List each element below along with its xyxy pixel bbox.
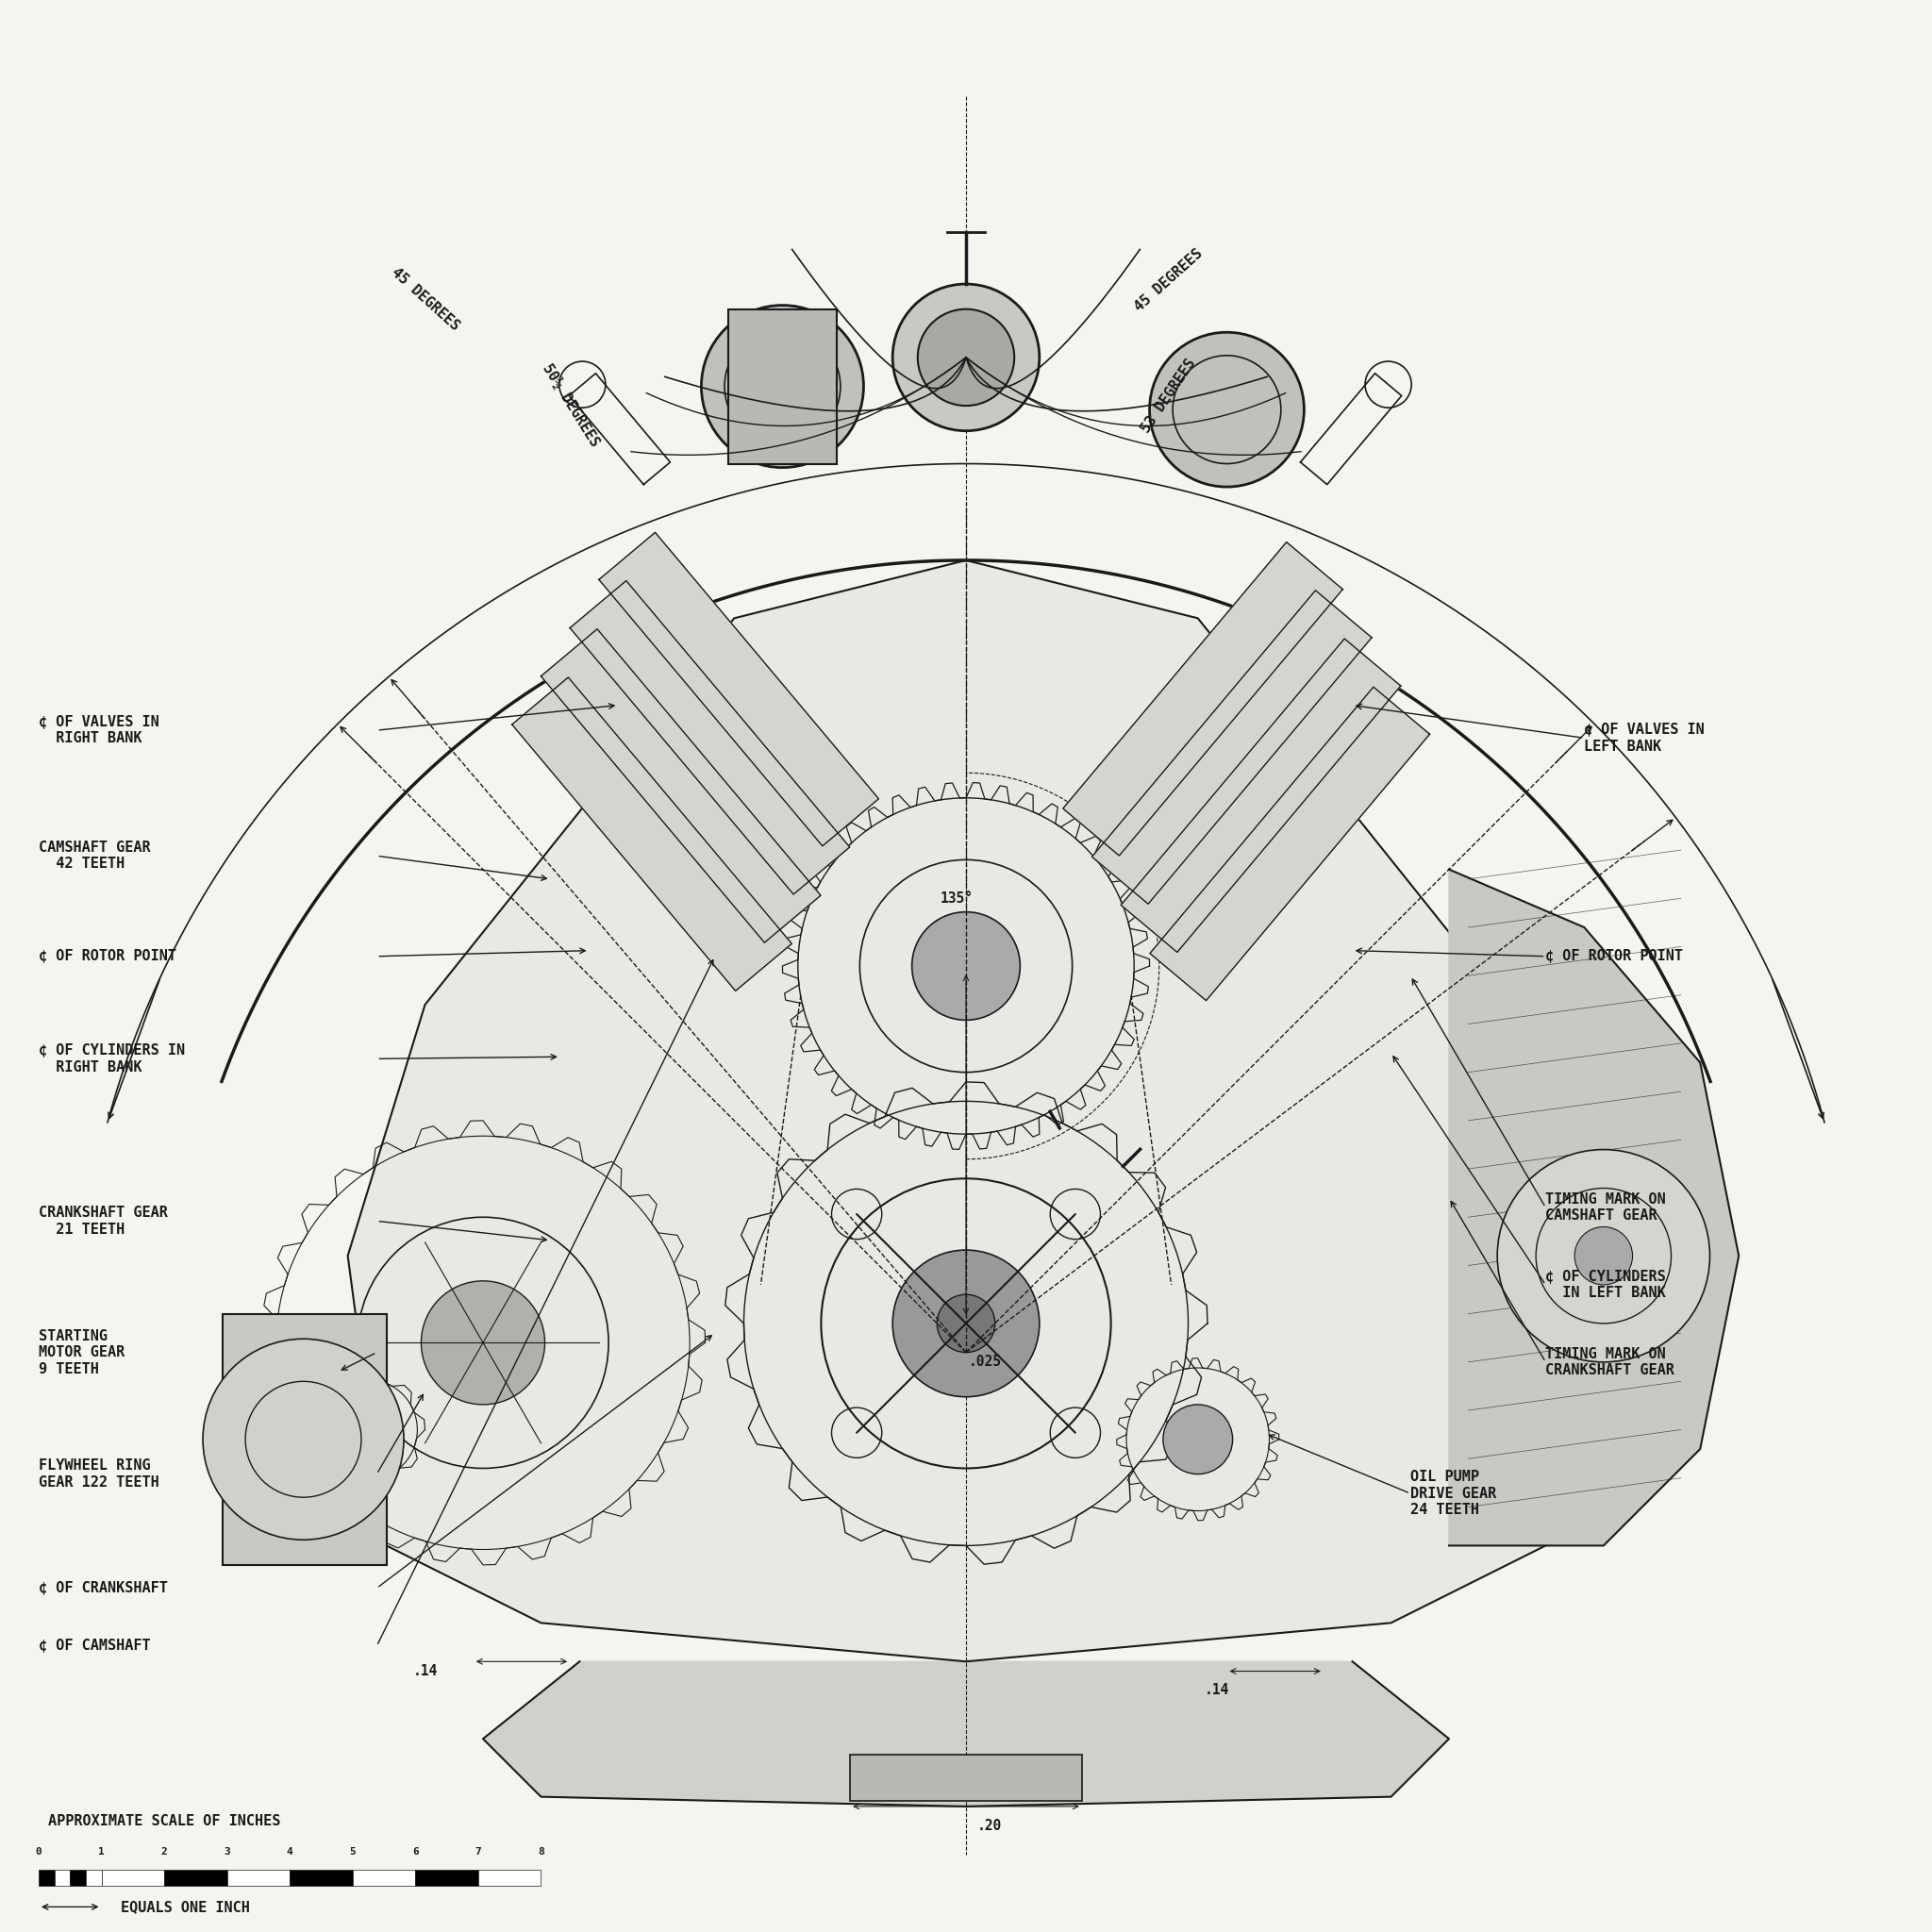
Bar xyxy=(70,1870,85,1886)
Circle shape xyxy=(421,1281,545,1405)
Text: OIL PUMP
DRIVE GEAR
24 TEETH: OIL PUMP DRIVE GEAR 24 TEETH xyxy=(1410,1470,1497,1517)
Text: 0: 0 xyxy=(35,1847,43,1857)
Text: 45 DEGREES: 45 DEGREES xyxy=(388,265,462,334)
Text: .20: .20 xyxy=(978,1818,1001,1833)
Polygon shape xyxy=(570,582,850,895)
Bar xyxy=(352,1870,415,1886)
Circle shape xyxy=(893,1250,1039,1397)
Bar xyxy=(39,1870,54,1886)
Circle shape xyxy=(1150,332,1304,487)
Bar xyxy=(54,1870,70,1886)
Text: 135°: 135° xyxy=(939,891,974,906)
Text: 3: 3 xyxy=(224,1847,230,1857)
Text: 8: 8 xyxy=(537,1847,545,1857)
Text: CRANKSHAFT GEAR
  21 TEETH: CRANKSHAFT GEAR 21 TEETH xyxy=(39,1206,168,1236)
Circle shape xyxy=(203,1339,404,1540)
Circle shape xyxy=(344,1406,390,1453)
Text: 5: 5 xyxy=(350,1847,355,1857)
Text: TIMING MARK ON
CRANKSHAFT GEAR: TIMING MARK ON CRANKSHAFT GEAR xyxy=(1546,1347,1675,1378)
Polygon shape xyxy=(483,1662,1449,1806)
Text: ¢ OF VALVES IN
  RIGHT BANK: ¢ OF VALVES IN RIGHT BANK xyxy=(39,715,158,746)
Circle shape xyxy=(937,1294,995,1352)
Bar xyxy=(228,1870,290,1886)
Polygon shape xyxy=(1063,543,1343,856)
Text: 4: 4 xyxy=(286,1847,294,1857)
Text: .14: .14 xyxy=(413,1663,437,1679)
Text: CAMSHAFT GEAR
  42 TEETH: CAMSHAFT GEAR 42 TEETH xyxy=(39,840,151,871)
Polygon shape xyxy=(1121,639,1401,952)
Bar xyxy=(290,1870,352,1886)
Polygon shape xyxy=(599,533,879,846)
Text: 50½ DEGREES: 50½ DEGREES xyxy=(539,361,601,450)
Bar xyxy=(479,1870,541,1886)
Circle shape xyxy=(701,305,864,468)
Circle shape xyxy=(893,284,1039,431)
Circle shape xyxy=(1497,1150,1710,1362)
Text: FLYWHEEL RING
GEAR 122 TEETH: FLYWHEEL RING GEAR 122 TEETH xyxy=(39,1459,158,1490)
Text: ¢ OF VALVES IN
LEFT BANK: ¢ OF VALVES IN LEFT BANK xyxy=(1584,723,1704,753)
Circle shape xyxy=(1575,1227,1633,1285)
Text: ¢ OF CYLINDERS
  IN LEFT BANK: ¢ OF CYLINDERS IN LEFT BANK xyxy=(1546,1269,1665,1300)
Text: ¢ OF CYLINDERS IN
  RIGHT BANK: ¢ OF CYLINDERS IN RIGHT BANK xyxy=(39,1043,185,1074)
Text: ¢ OF ROTOR POINT: ¢ OF ROTOR POINT xyxy=(1546,949,1683,964)
Text: 6: 6 xyxy=(412,1847,419,1857)
Text: .14: .14 xyxy=(1206,1683,1229,1698)
Circle shape xyxy=(918,309,1014,406)
Circle shape xyxy=(1163,1405,1233,1474)
Bar xyxy=(850,1754,1082,1801)
Text: .025: .025 xyxy=(968,1354,1003,1370)
Text: 53 DEGREES: 53 DEGREES xyxy=(1140,355,1198,437)
Polygon shape xyxy=(1449,869,1739,1546)
Text: 2: 2 xyxy=(160,1847,168,1857)
Text: APPROXIMATE SCALE OF INCHES: APPROXIMATE SCALE OF INCHES xyxy=(48,1814,280,1828)
Text: 1: 1 xyxy=(99,1847,104,1857)
Bar xyxy=(85,1870,100,1886)
Polygon shape xyxy=(1092,591,1372,904)
Polygon shape xyxy=(348,560,1584,1662)
Text: 45 DEGREES: 45 DEGREES xyxy=(1132,245,1206,315)
Text: STARTING
MOTOR GEAR
9 TEETH: STARTING MOTOR GEAR 9 TEETH xyxy=(39,1329,126,1376)
Text: 7: 7 xyxy=(475,1847,481,1857)
Text: TIMING MARK ON
CAMSHAFT GEAR: TIMING MARK ON CAMSHAFT GEAR xyxy=(1546,1192,1665,1223)
Bar xyxy=(222,1314,386,1565)
Circle shape xyxy=(912,912,1020,1020)
Text: ¢ OF CRANKSHAFT: ¢ OF CRANKSHAFT xyxy=(39,1580,168,1596)
Polygon shape xyxy=(1150,688,1430,1001)
Text: ¢ OF CAMSHAFT: ¢ OF CAMSHAFT xyxy=(39,1638,151,1654)
Polygon shape xyxy=(512,678,792,991)
Bar xyxy=(164,1870,228,1886)
Bar xyxy=(102,1870,164,1886)
Polygon shape xyxy=(541,630,821,943)
Text: EQUALS ONE INCH: EQUALS ONE INCH xyxy=(120,1899,249,1915)
Bar xyxy=(415,1870,479,1886)
Text: ¢ OF ROTOR POINT: ¢ OF ROTOR POINT xyxy=(39,949,176,964)
Bar xyxy=(728,309,837,464)
